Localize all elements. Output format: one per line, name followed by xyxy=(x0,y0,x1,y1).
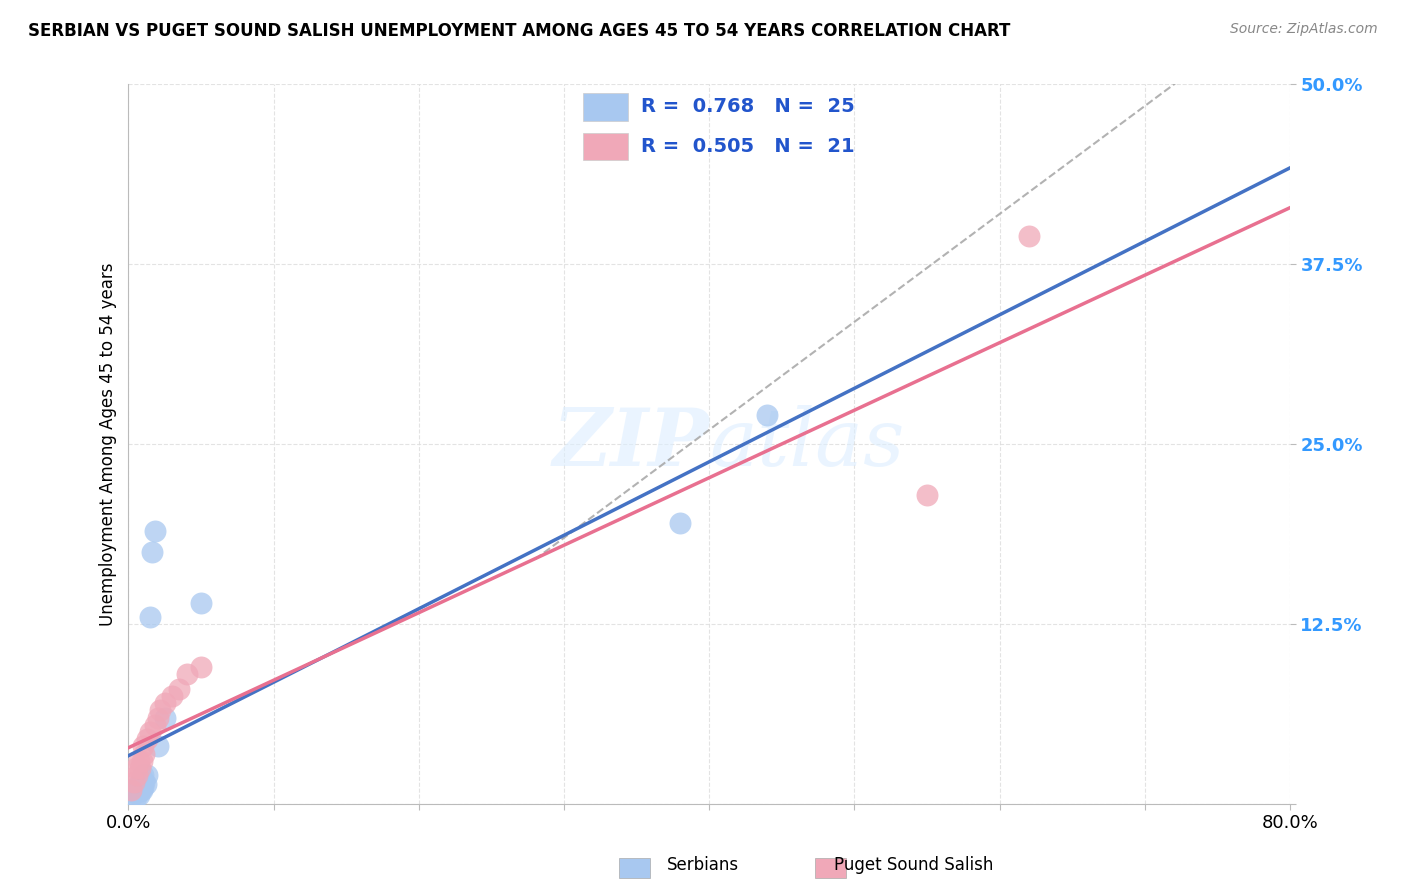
Point xyxy=(139,725,162,739)
Point xyxy=(149,703,172,717)
Point xyxy=(153,696,176,710)
Point xyxy=(136,732,159,747)
Point xyxy=(160,689,183,703)
Point xyxy=(146,711,169,725)
Text: Serbians: Serbians xyxy=(666,855,740,873)
Point xyxy=(190,595,212,609)
Point xyxy=(1018,228,1040,243)
Point xyxy=(129,784,152,798)
Point xyxy=(169,681,191,696)
Point xyxy=(125,761,148,775)
Text: Source: ZipAtlas.com: Source: ZipAtlas.com xyxy=(1230,22,1378,37)
Point xyxy=(134,775,156,789)
Text: Puget Sound Salish: Puget Sound Salish xyxy=(834,855,994,873)
Point xyxy=(128,782,150,797)
Point xyxy=(153,711,176,725)
Text: ZIP: ZIP xyxy=(553,406,709,483)
Point xyxy=(131,771,153,785)
Point xyxy=(143,718,166,732)
Point xyxy=(129,761,152,775)
Point xyxy=(131,754,153,768)
Point xyxy=(915,487,938,501)
Point xyxy=(146,739,169,754)
Point xyxy=(124,785,146,799)
Point xyxy=(128,754,150,768)
Point xyxy=(135,777,157,791)
Point xyxy=(125,789,148,804)
Point xyxy=(125,780,148,794)
Point xyxy=(190,660,212,674)
Y-axis label: Unemployment Among Ages 45 to 54 years: Unemployment Among Ages 45 to 54 years xyxy=(100,262,117,626)
Point xyxy=(139,610,162,624)
Point xyxy=(136,768,159,782)
Text: atlas: atlas xyxy=(709,406,904,483)
Point xyxy=(132,780,155,794)
Point xyxy=(129,775,152,789)
Point xyxy=(176,667,198,681)
Point xyxy=(756,409,779,423)
Point xyxy=(131,782,153,797)
Point xyxy=(141,545,163,559)
Text: SERBIAN VS PUGET SOUND SALISH UNEMPLOYMENT AMONG AGES 45 TO 54 YEARS CORRELATION: SERBIAN VS PUGET SOUND SALISH UNEMPLOYME… xyxy=(28,22,1011,40)
Point xyxy=(120,789,142,804)
Point xyxy=(127,768,149,782)
Point xyxy=(143,524,166,538)
Point xyxy=(127,785,149,799)
Point xyxy=(132,768,155,782)
Point xyxy=(128,789,150,803)
Point xyxy=(124,775,146,789)
Point xyxy=(669,516,692,531)
Point xyxy=(120,782,142,797)
Point xyxy=(132,739,155,754)
Point xyxy=(134,747,156,761)
Point xyxy=(121,782,143,797)
